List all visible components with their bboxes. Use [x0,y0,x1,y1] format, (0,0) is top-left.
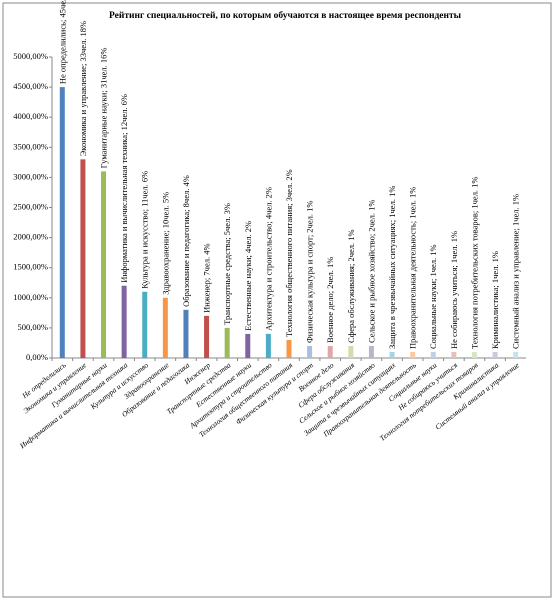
data-label: Социальные науки; 1чел. 1% [428,244,438,349]
data-label: Гуманитарные науки; 31чел. 16% [99,48,109,169]
y-tick-label: 2500,00% [13,201,48,211]
data-label: Образование и педагогика; 8чел. 4% [181,175,191,307]
bar [389,351,395,358]
y-tick-label: 3000,00% [13,171,48,181]
data-label: Технология потребительских товаров; 1чел… [469,176,479,349]
bar [101,171,107,358]
bar [224,327,230,358]
data-label: Физическая культура и спорт; 2чел. 1% [305,201,315,343]
y-tick-label: 0,00% [26,352,48,362]
bar [492,351,498,358]
bar [121,285,127,358]
y-tick-label: 2000,00% [13,232,48,242]
bar [327,345,333,358]
data-label: Культура и искусство; 11чел. 6% [140,171,150,289]
data-label: Не собираюсь учиться; 1чел. 1% [449,231,459,349]
data-label: Сельское и рыбное хозяйство; 2чел. 1% [366,200,376,343]
data-label: Военное дело; 2чел. 1% [325,257,335,343]
data-label: Правоохранительная деятельность; 1чел. 1… [408,187,418,349]
y-tick-label: 4000,00% [13,111,48,121]
data-label: Не определились; 45чел. 24% [57,0,67,84]
bar [513,351,519,358]
data-label: Инженер; 7чел. 4% [202,243,212,312]
bar [80,159,86,358]
bar [245,333,251,358]
data-label: Системный анализ и управление; 1чел. 1% [511,194,521,349]
data-label: Здравоохранение; 10чел. 5% [160,192,170,295]
data-label: Транспортные средства; 5чел. 3% [222,203,232,325]
data-label: Естественные науки; 4чел. 2% [243,221,253,331]
data-label: Информатика и вычислительная техника; 12… [119,94,129,283]
chart-title: Рейтинг специальностей, по которым обуча… [109,10,462,21]
bar [286,339,292,358]
bar [183,309,189,358]
data-label: Экономика и управление; 33чел. 18% [78,21,88,156]
bar [471,351,477,358]
bar [204,315,210,358]
bar [265,333,271,358]
bar [368,345,374,358]
bar [162,297,168,358]
data-label: Криминалистика; 1чел. 1% [490,251,500,349]
data-label: Технология общественного питания; 3чел. … [284,169,294,337]
chart-frame [2,2,552,598]
bar [142,291,148,358]
data-label: Архитектура и строительство; 4чел. 2% [263,187,273,331]
bar [59,87,65,358]
data-label: Сфера обслуживания; 2чел. 1% [346,229,356,343]
bar [307,345,313,358]
y-tick-label: 5000,00% [13,51,48,61]
bar [430,351,436,358]
bar [348,345,354,358]
bar [410,351,416,358]
y-tick-label: 500,00% [18,322,48,332]
y-tick-label: 3500,00% [13,141,48,151]
bar [451,351,457,358]
data-label: Защита в чрезвычайных ситуациях; 1чел. 1… [387,186,397,349]
y-tick-label: 4500,00% [13,81,48,91]
y-tick-label: 1000,00% [13,292,48,302]
y-tick-label: 1500,00% [13,262,48,272]
